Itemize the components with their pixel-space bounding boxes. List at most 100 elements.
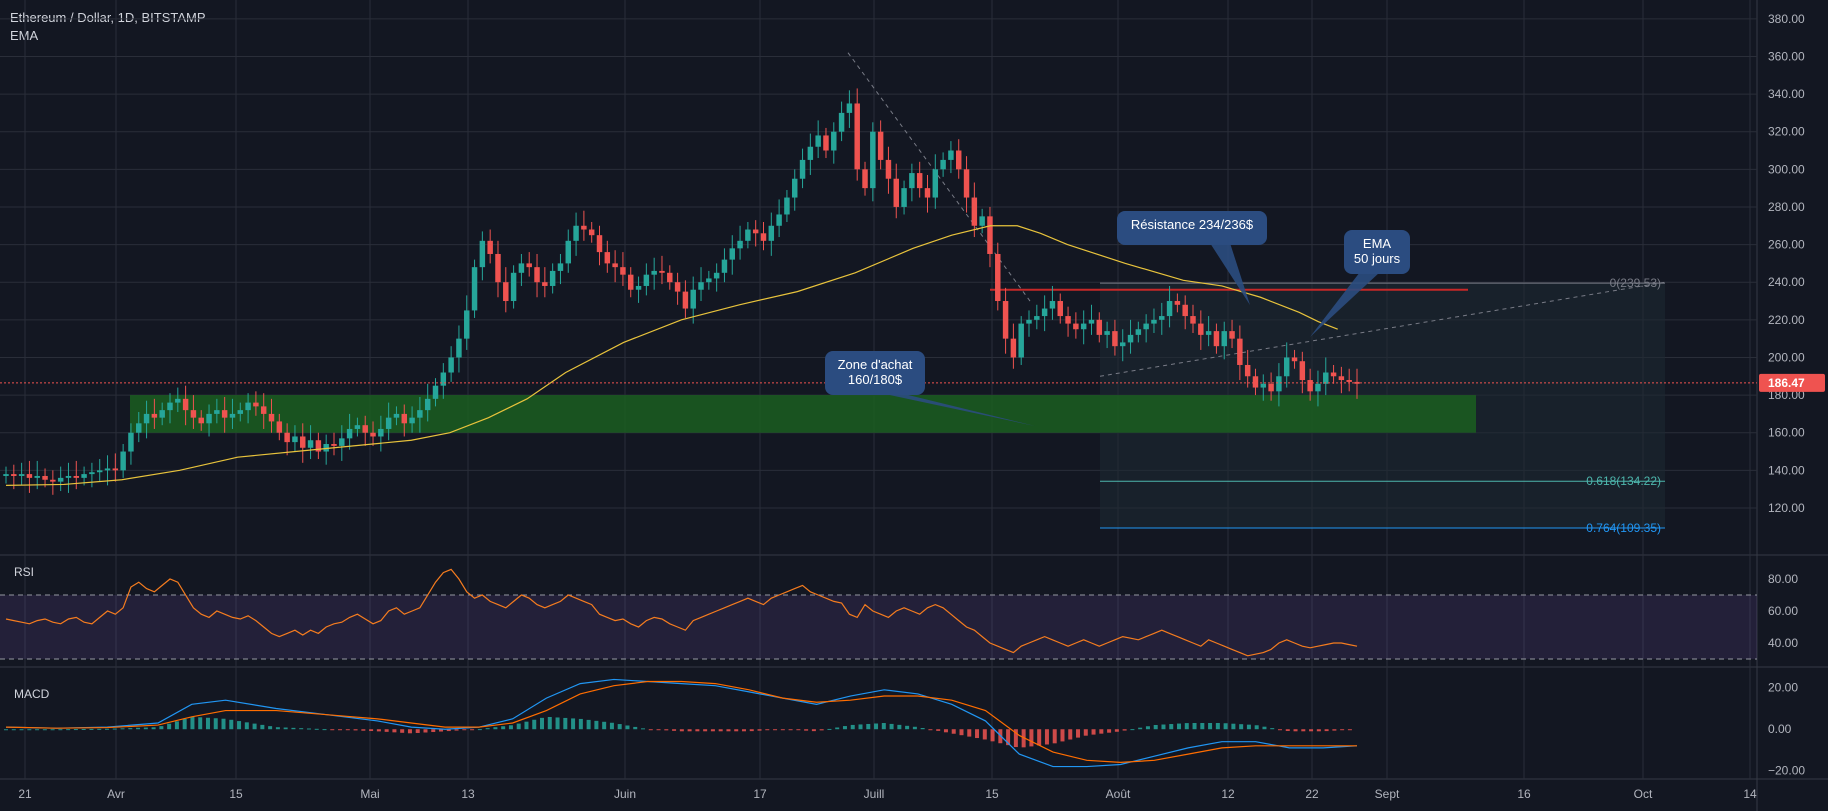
macd-histogram-bar: [1262, 726, 1267, 730]
candle-body: [1323, 372, 1329, 384]
macd-histogram-bar: [874, 723, 879, 730]
macd-histogram-bar: [159, 726, 164, 730]
macd-histogram-bar: [143, 727, 148, 730]
macd-histogram-bar: [1099, 729, 1104, 734]
macd-histogram-bar: [726, 729, 731, 732]
macd-histogram-bar: [889, 723, 894, 730]
candle-body: [870, 131, 876, 189]
macd-histogram-bar: [1052, 729, 1057, 744]
macd-histogram-bar: [936, 729, 941, 731]
x-tick-label: 15: [229, 787, 243, 801]
candle-body: [448, 357, 454, 373]
macd-histogram-bar: [540, 717, 545, 730]
candle-body: [253, 402, 259, 407]
candle-body: [42, 475, 48, 480]
candle-body: [628, 274, 634, 290]
macd-histogram-bar: [167, 723, 172, 730]
macd-histogram-bar: [990, 729, 995, 742]
macd-histogram-bar: [508, 725, 513, 730]
ema-line: [5, 225, 1338, 486]
macd-histogram-bar: [1107, 729, 1112, 733]
macd-histogram-bar: [112, 728, 117, 730]
macd-histogram-bar: [1021, 729, 1026, 748]
candle-body: [690, 289, 696, 309]
y-tick-label: 120.00: [1768, 501, 1805, 515]
candle-body: [81, 474, 87, 478]
x-tick-label: 14: [1743, 787, 1757, 801]
candle-body: [73, 475, 80, 478]
macd-histogram-bar: [454, 729, 459, 731]
candle-body: [1104, 331, 1110, 335]
rsi-tick-label: 60.00: [1768, 604, 1798, 618]
macd-histogram-bar: [741, 729, 746, 732]
candle-body: [1260, 383, 1267, 388]
macd-histogram-bar: [1316, 729, 1321, 732]
macd-histogram-bar: [1200, 723, 1205, 730]
macd-histogram-bar: [1044, 729, 1049, 745]
candle-body: [1119, 342, 1126, 347]
candle-body: [831, 131, 837, 151]
candle-body: [792, 178, 798, 198]
x-tick-label: 13: [461, 787, 475, 801]
macd-histogram-bar: [1254, 725, 1259, 730]
candle-body: [948, 150, 954, 160]
macd-histogram-bar: [749, 729, 754, 732]
candle-body: [34, 475, 40, 478]
macd-histogram-bar: [928, 729, 933, 731]
candle-body: [268, 413, 275, 422]
y-tick-label: 260.00: [1768, 238, 1805, 252]
candle-body: [307, 440, 314, 448]
candle-body: [979, 216, 985, 226]
ema-callout-text: EMA: [1363, 236, 1392, 251]
candle-body: [542, 282, 548, 286]
candle-body: [1002, 301, 1009, 339]
candle-body: [229, 413, 236, 418]
candle-body: [1151, 319, 1157, 324]
macd-histogram-bar: [338, 729, 343, 731]
candle-body: [409, 417, 415, 424]
candle-body: [1315, 383, 1321, 392]
macd-histogram-bar: [842, 726, 847, 730]
macd-histogram-bar: [1138, 727, 1143, 730]
candle-body: [565, 240, 571, 264]
signal-line: [5, 680, 1357, 764]
candle-body: [737, 240, 743, 249]
candle-body: [1221, 331, 1227, 347]
macd-histogram-bar: [431, 729, 436, 733]
candle-body: [534, 267, 540, 283]
macd-histogram-bar: [687, 729, 692, 732]
candle-body: [432, 385, 439, 399]
candle-body: [995, 253, 1001, 302]
candle-body: [635, 285, 642, 290]
macd-histogram-bar: [470, 729, 475, 731]
candle-body: [557, 263, 564, 271]
candle-body: [1073, 323, 1079, 330]
macd-histogram-bar: [151, 727, 156, 730]
macd-histogram-bar: [1309, 729, 1314, 732]
macd-histogram-bar: [1013, 729, 1018, 748]
candle-body: [175, 398, 181, 403]
macd-histogram-bar: [897, 724, 902, 730]
candle-body: [1252, 376, 1259, 388]
candle-body: [323, 444, 329, 452]
candle-body: [1299, 361, 1306, 381]
candle-body: [901, 188, 907, 207]
candle-body: [1205, 331, 1212, 335]
candle-body: [768, 225, 775, 241]
candle-body: [1080, 323, 1087, 330]
macd-histogram-bar: [1223, 723, 1228, 730]
macd-histogram-bar: [136, 727, 141, 730]
macd-histogram-bar: [190, 716, 195, 730]
y-tick-label: 380.00: [1768, 12, 1805, 26]
macd-histogram-bar: [734, 729, 739, 732]
macd-histogram-bar: [1177, 723, 1182, 730]
x-tick-label: 12: [1221, 787, 1235, 801]
candle-body: [479, 240, 486, 268]
macd-histogram-bar: [4, 729, 8, 731]
macd-histogram-bar: [788, 729, 793, 731]
x-tick-label: Sept: [1375, 787, 1400, 801]
resistance-callout-text: Résistance 234/236$: [1131, 217, 1254, 232]
macd-histogram-bar: [275, 727, 280, 730]
macd-histogram-bar: [975, 729, 980, 739]
